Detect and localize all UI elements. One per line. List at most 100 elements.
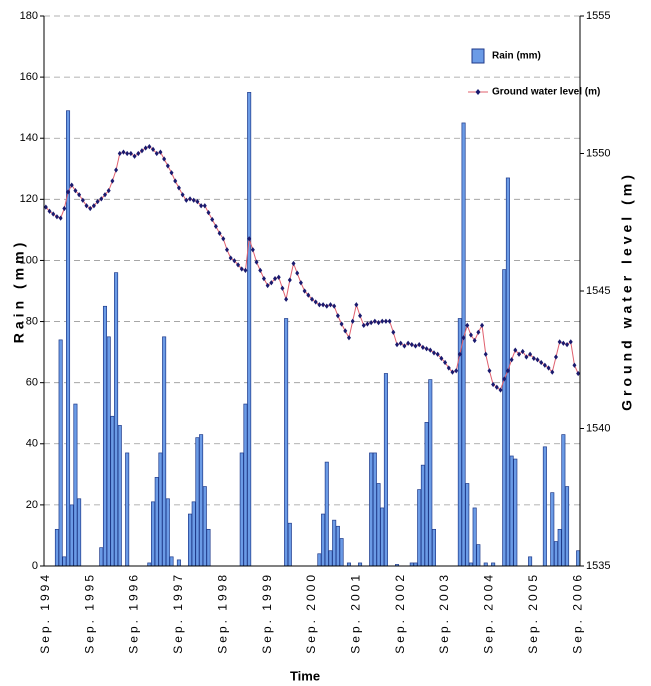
marker <box>539 359 544 366</box>
x-tick-label: Sep. 2006 <box>570 572 584 654</box>
marker <box>165 163 170 169</box>
marker <box>513 347 518 353</box>
marker <box>54 214 59 220</box>
bar <box>528 556 533 567</box>
bar <box>376 483 381 567</box>
marker <box>273 276 278 282</box>
marker <box>51 211 56 217</box>
x-tick-label: Sep. 2003 <box>437 572 451 654</box>
marker <box>132 153 137 159</box>
marker <box>284 296 289 302</box>
bar <box>151 501 156 567</box>
marker <box>417 342 422 348</box>
marker <box>62 205 67 212</box>
bar <box>106 336 111 567</box>
marker <box>568 339 573 345</box>
bar <box>114 272 119 567</box>
marker <box>494 384 499 390</box>
bar <box>328 550 333 567</box>
y-tick-label: 60 <box>26 377 38 389</box>
bar <box>565 486 570 567</box>
marker <box>69 182 74 188</box>
marker <box>321 302 326 308</box>
marker <box>528 351 533 357</box>
marker <box>572 362 577 368</box>
bar <box>188 513 193 567</box>
marker <box>102 192 107 198</box>
bar <box>66 110 71 567</box>
marker <box>480 322 485 328</box>
marker <box>121 149 126 155</box>
marker <box>328 302 333 308</box>
marker <box>483 351 488 357</box>
x-tick-label: Sep. 2004 <box>482 572 496 654</box>
bar <box>73 403 78 567</box>
marker <box>517 351 522 357</box>
marker <box>509 357 514 363</box>
marker <box>169 170 174 176</box>
marker <box>391 329 396 335</box>
y-tick-label: 80 <box>26 315 38 327</box>
marker <box>383 318 388 324</box>
bar <box>158 452 163 567</box>
legend-swatch <box>471 48 485 64</box>
marker <box>354 302 359 308</box>
bar <box>239 452 244 567</box>
marker <box>77 192 82 198</box>
x-tick-label: Sep. 2005 <box>526 572 540 654</box>
marker <box>402 343 407 349</box>
marker <box>88 205 93 212</box>
marker <box>531 355 536 361</box>
marker <box>117 150 122 157</box>
marker <box>439 355 444 361</box>
marker <box>487 368 492 374</box>
bar <box>154 477 159 567</box>
marker <box>406 340 411 346</box>
bar <box>99 547 104 567</box>
marker <box>151 146 156 152</box>
marker <box>376 320 381 326</box>
bar <box>553 541 558 567</box>
marker <box>576 370 581 377</box>
marker <box>276 274 281 280</box>
marker <box>43 204 48 210</box>
bar <box>420 464 425 567</box>
bar <box>54 528 59 567</box>
bar <box>576 550 581 567</box>
marker <box>202 203 207 209</box>
bar <box>550 492 555 567</box>
marker <box>306 292 311 298</box>
marker <box>472 337 477 344</box>
bar <box>102 305 108 567</box>
x-tick-label: Sep. 1998 <box>215 572 229 654</box>
marker <box>228 255 233 261</box>
marker <box>350 318 355 324</box>
bar <box>513 458 518 567</box>
bar <box>77 498 82 567</box>
x-axis-label: Time <box>290 668 320 683</box>
bar <box>332 519 337 567</box>
marker <box>409 342 414 348</box>
y2-tick-label: 1555 <box>586 10 610 22</box>
bar <box>206 528 211 567</box>
marker <box>195 199 200 205</box>
marker <box>206 210 211 216</box>
marker <box>261 276 266 282</box>
marker <box>313 299 318 305</box>
marker <box>95 199 100 205</box>
marker <box>446 365 451 371</box>
marker <box>380 318 385 324</box>
bar <box>110 415 115 567</box>
marker <box>291 260 296 267</box>
bar <box>62 556 67 567</box>
y2-axis-label: Ground water level (m) <box>619 171 635 411</box>
marker <box>413 343 418 349</box>
marker <box>58 215 63 221</box>
marker <box>139 148 144 154</box>
bar <box>431 528 436 567</box>
marker <box>542 362 547 368</box>
y2-tick-label: 1540 <box>586 422 610 434</box>
bar <box>561 434 566 567</box>
marker <box>298 280 303 286</box>
